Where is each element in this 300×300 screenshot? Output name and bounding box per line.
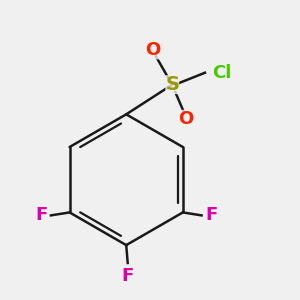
- Text: F: F: [122, 267, 134, 285]
- Text: F: F: [35, 206, 47, 224]
- Text: O: O: [145, 41, 160, 59]
- Text: Cl: Cl: [212, 64, 232, 82]
- Text: S: S: [165, 75, 179, 94]
- Text: O: O: [178, 110, 193, 128]
- Text: F: F: [205, 206, 218, 224]
